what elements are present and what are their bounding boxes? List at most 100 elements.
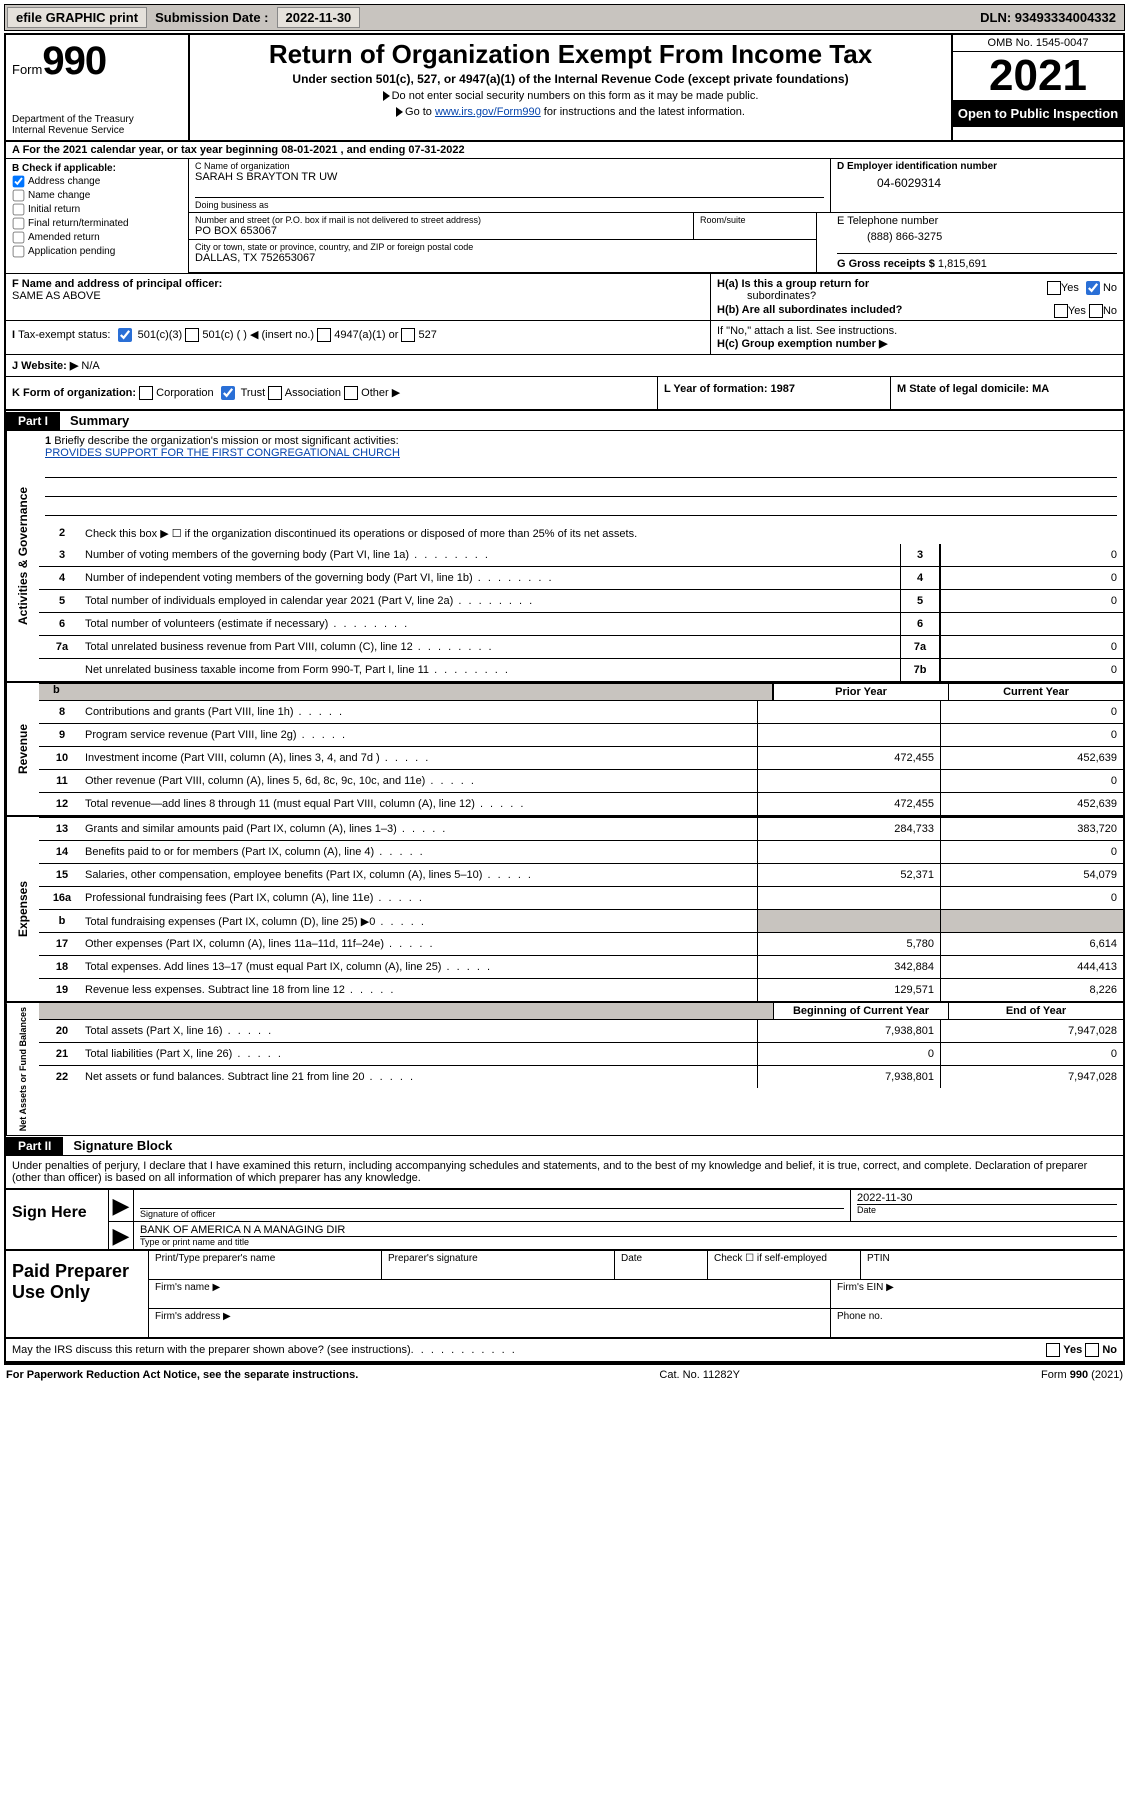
signature-date-value: 2022-11-30 <box>857 1192 1117 1204</box>
chk-initial-return[interactable]: Initial return <box>12 203 182 216</box>
efile-print-button[interactable]: efile GRAPHIC print <box>7 7 147 28</box>
prior-year-value <box>757 841 940 863</box>
submission-date-label: Submission Date : <box>151 10 272 25</box>
line-value: 0 <box>940 636 1123 658</box>
chk-corporation[interactable] <box>139 386 153 400</box>
data-line: 19Revenue less expenses. Subtract line 1… <box>39 978 1123 1001</box>
chk-final-return[interactable]: Final return/terminated <box>12 217 182 230</box>
line-num: 16a <box>39 892 85 904</box>
line-num: 18 <box>39 961 85 973</box>
form-990: 990 <box>42 39 106 83</box>
may-no-box[interactable] <box>1085 1343 1099 1357</box>
chk-other[interactable] <box>344 386 358 400</box>
firm-address-cell: Firm's address ▶ <box>149 1309 831 1337</box>
line1-label: Briefly describe the organization's miss… <box>54 435 398 447</box>
vlabel-governance: Activities & Governance <box>6 431 39 681</box>
chk-address-change[interactable]: Address change <box>12 175 182 188</box>
name-line: ▶ BANK OF AMERICA N A MANAGING DIR Type … <box>109 1222 1123 1249</box>
page-footer: For Paperwork Reduction Act Notice, see … <box>4 1365 1125 1385</box>
preparer-name-cell: Print/Type preparer's name <box>149 1251 382 1279</box>
signature-officer-label: Signature of officer <box>140 1208 844 1219</box>
line-num: 10 <box>39 752 85 764</box>
revenue-body: b Prior Year Current Year 8Contributions… <box>39 683 1123 815</box>
line-key: 6 <box>900 613 940 635</box>
hb-no-box[interactable] <box>1089 304 1103 318</box>
ha-no-box[interactable] <box>1086 281 1100 295</box>
prior-year-value: 52,371 <box>757 864 940 886</box>
chk-application-pending[interactable]: Application pending <box>12 245 182 258</box>
data-line: 20Total assets (Part X, line 16)7,938,80… <box>39 1019 1123 1042</box>
chk-501c[interactable] <box>185 328 199 342</box>
line-num: 22 <box>39 1071 85 1083</box>
line-desc: Total expenses. Add lines 13–17 (must eq… <box>85 959 757 975</box>
summary-line: 5Total number of individuals employed in… <box>39 589 1123 612</box>
irs-label: Internal Revenue Service <box>12 125 182 136</box>
data-line: 13Grants and similar amounts paid (Part … <box>39 817 1123 840</box>
hb-yes-box[interactable] <box>1054 304 1068 318</box>
row-i: I Tax-exempt status: 501(c)(3) 501(c) ( … <box>6 321 1123 355</box>
prior-year-value <box>757 701 940 723</box>
vlabel-expenses: Expenses <box>6 817 39 1001</box>
prior-year-value: 472,455 <box>757 747 940 769</box>
may-yes-box[interactable] <box>1046 1343 1060 1357</box>
ein-value: 04-6029314 <box>837 172 1117 190</box>
hc-label: H(c) Group exemption number ▶ <box>717 338 887 350</box>
chk-association[interactable] <box>268 386 282 400</box>
chk-4947[interactable] <box>317 328 331 342</box>
line-desc: Contributions and grants (Part VIII, lin… <box>85 704 757 720</box>
ha-yes-box[interactable] <box>1047 281 1061 295</box>
l-cell: L Year of formation: 1987 <box>657 377 890 409</box>
f-label: F Name and address of principal officer: <box>12 278 222 290</box>
balance-header-spacer <box>39 1003 773 1019</box>
line2-desc: Check this box ▶ ☐ if the organization d… <box>85 525 1123 542</box>
line-value: 0 <box>940 590 1123 612</box>
line-num: 13 <box>39 823 85 835</box>
current-year-value: 54,079 <box>940 864 1123 886</box>
dept-treasury: Department of the Treasury <box>12 114 182 125</box>
data-line: 18Total expenses. Add lines 13–17 (must … <box>39 955 1123 978</box>
tax-year: 2021 <box>953 52 1123 100</box>
name-title-cell: BANK OF AMERICA N A MANAGING DIR Type or… <box>134 1222 1123 1249</box>
chk-name-change[interactable]: Name change <box>12 189 182 202</box>
form-number: Form990 <box>12 39 182 84</box>
chk-amended-return[interactable]: Amended return <box>12 231 182 244</box>
irs-link[interactable]: www.irs.gov/Form990 <box>435 106 541 118</box>
line-key: 3 <box>900 544 940 566</box>
prior-year-value <box>757 724 940 746</box>
line-2: 2 Check this box ▶ ☐ if the organization… <box>39 522 1123 544</box>
prior-year-value: 472,455 <box>757 793 940 815</box>
line-value: 0 <box>940 567 1123 589</box>
prior-year-header: Prior Year <box>773 684 948 700</box>
firm-name-cell: Firm's name ▶ <box>149 1280 831 1308</box>
line-num: 6 <box>39 618 85 630</box>
efile-topbar: efile GRAPHIC print Submission Date : 20… <box>4 4 1125 31</box>
line-num: 5 <box>39 595 85 607</box>
current-year-value <box>940 910 1123 932</box>
hb-note: If "No," attach a list. See instructions… <box>717 325 1117 337</box>
section-b-c-d: B Check if applicable: Address change Na… <box>6 159 1123 274</box>
paid-row-2: Firm's name ▶ Firm's EIN ▶ <box>149 1280 1123 1309</box>
data-line: 15Salaries, other compensation, employee… <box>39 863 1123 886</box>
summary-line: 3Number of voting members of the governi… <box>39 544 1123 566</box>
telephone-value: (888) 866-3275 <box>837 227 1117 253</box>
line-desc: Salaries, other compensation, employee b… <box>85 867 757 883</box>
data-line: 11Other revenue (Part VIII, column (A), … <box>39 769 1123 792</box>
data-line: 17Other expenses (Part IX, column (A), l… <box>39 932 1123 955</box>
preparer-sig-cell: Preparer's signature <box>382 1251 615 1279</box>
chk-501c3[interactable] <box>118 328 132 342</box>
chk-trust[interactable] <box>221 386 235 400</box>
gross-receipts-label: G Gross receipts $ <box>837 258 935 270</box>
principal-officer-cell: F Name and address of principal officer:… <box>6 274 710 320</box>
data-line: bTotal fundraising expenses (Part IX, co… <box>39 909 1123 932</box>
prior-year-value <box>757 887 940 909</box>
mission-text[interactable]: PROVIDES SUPPORT FOR THE FIRST CONGREGAT… <box>45 447 400 459</box>
form-subtitle: Under section 501(c), 527, or 4947(a)(1)… <box>198 72 943 86</box>
address-left: Number and street (or P.O. box if mail i… <box>189 213 816 272</box>
line-desc: Other expenses (Part IX, column (A), lin… <box>85 936 757 952</box>
street-value: PO BOX 653067 <box>195 225 687 237</box>
dots <box>411 1344 517 1356</box>
line-desc: Grants and similar amounts paid (Part IX… <box>85 821 757 837</box>
firm-ein-cell: Firm's EIN ▶ <box>831 1280 1123 1308</box>
chk-527[interactable] <box>401 328 415 342</box>
form-header: Form990 Department of the Treasury Inter… <box>6 35 1123 142</box>
